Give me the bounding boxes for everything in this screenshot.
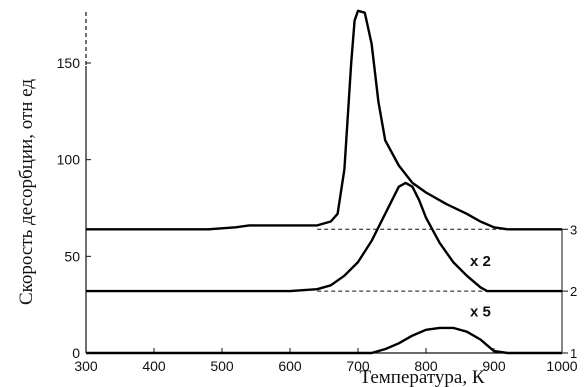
y-tick-label: 150 [57, 55, 81, 71]
x-tick-label: 900 [482, 358, 506, 374]
curve-1 [86, 326, 562, 355]
y-tick-label: 50 [64, 248, 80, 264]
y-axis-title: Скорость десорбции, отн ед [16, 79, 37, 305]
desorption-curves [86, 9, 562, 355]
multiplier-annotations: х 2 х 5 [470, 253, 491, 320]
multiplier-label: х 2 [470, 253, 491, 270]
x-tick-label: 700 [346, 358, 370, 374]
curve-3 [86, 9, 562, 231]
curve-labels: 1 2 3 [562, 222, 577, 361]
dashed-baselines [317, 228, 562, 292]
plot-frame [85, 12, 563, 354]
curve-label-2: 2 [570, 284, 577, 299]
x-tick-label: 800 [414, 358, 438, 374]
multiplier-label: х 5 [470, 303, 491, 320]
y-tick-label: 100 [57, 152, 81, 168]
y-axis-ticks: 0 50 100 150 [57, 55, 91, 361]
x-axis-ticks: 300 400 500 600 700 800 900 1000 [74, 348, 578, 374]
x-tick-label: 1000 [546, 358, 577, 374]
x-axis-title: Температура, К [359, 367, 484, 387]
x-tick-label: 600 [278, 358, 302, 374]
x-tick-label: 300 [74, 358, 98, 374]
x-tick-label: 400 [142, 358, 166, 374]
curve-label-1: 1 [570, 346, 577, 361]
curve-label-3: 3 [570, 222, 577, 237]
x-tick-label: 500 [210, 358, 234, 374]
curve-2 [86, 181, 562, 293]
y-tick-label: 0 [72, 345, 80, 361]
